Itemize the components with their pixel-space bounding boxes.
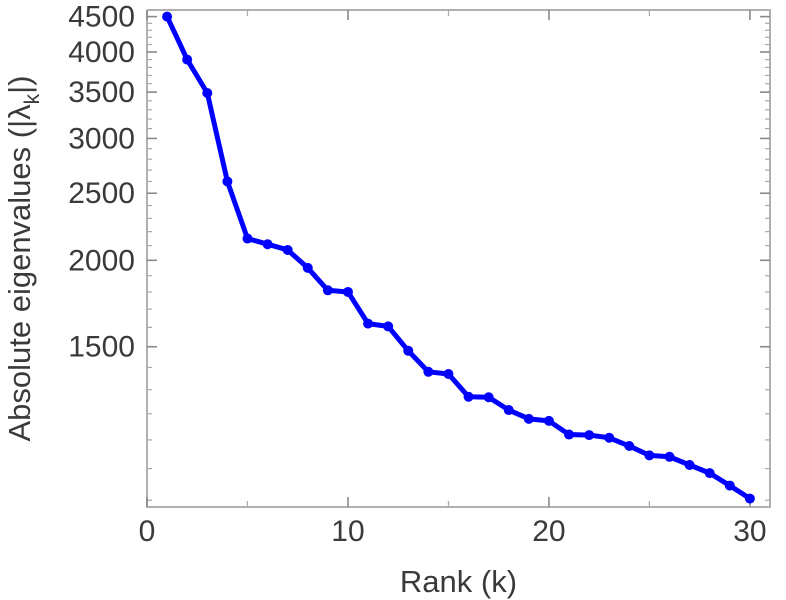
data-point bbox=[624, 441, 635, 452]
data-point bbox=[322, 285, 333, 296]
y-axis-label: Absolute eigenvalues (|λk|) bbox=[2, 75, 44, 441]
x-ticks: 0 10 20 30 bbox=[139, 10, 767, 548]
data-point bbox=[523, 413, 534, 424]
data-point bbox=[463, 391, 474, 402]
data-point bbox=[242, 233, 253, 244]
data-point bbox=[564, 429, 575, 440]
data-point bbox=[483, 392, 494, 403]
y-tick-label: 4500 bbox=[68, 1, 135, 34]
data-point bbox=[423, 366, 434, 377]
data-point bbox=[543, 415, 554, 426]
data-point bbox=[664, 451, 675, 462]
data-point bbox=[342, 286, 353, 297]
y-tick-label: 3500 bbox=[68, 76, 135, 109]
x-tick-label: 0 bbox=[139, 515, 156, 548]
axis-box bbox=[146, 9, 771, 508]
data-point bbox=[584, 430, 595, 441]
data-point bbox=[202, 87, 213, 98]
data-point bbox=[704, 468, 715, 479]
series-line bbox=[164, 14, 753, 502]
data-point bbox=[182, 54, 193, 65]
data-point bbox=[262, 239, 273, 250]
x-tick-label: 10 bbox=[331, 515, 364, 548]
y-tick-label: 3000 bbox=[68, 122, 135, 155]
y-minor-ticks bbox=[147, 22, 770, 501]
data-point bbox=[724, 480, 735, 491]
data-point bbox=[744, 493, 755, 504]
data-point bbox=[443, 368, 454, 379]
data-point bbox=[383, 321, 394, 332]
x-tick-label: 30 bbox=[733, 515, 766, 548]
data-point bbox=[644, 450, 655, 461]
svg-text:Absolute eigenvalues (|λk|): Absolute eigenvalues (|λk|) bbox=[2, 75, 44, 441]
data-point bbox=[604, 432, 615, 443]
x-axis-label: Rank (k) bbox=[400, 564, 517, 599]
y-tick-label: 1500 bbox=[68, 331, 135, 364]
data-point bbox=[684, 460, 695, 470]
y-tick-label: 2500 bbox=[68, 177, 135, 210]
data-point bbox=[403, 345, 414, 356]
data-series bbox=[162, 11, 755, 504]
data-point bbox=[302, 262, 313, 273]
data-point bbox=[363, 318, 374, 329]
y-tick-label: 4000 bbox=[68, 36, 135, 69]
data-point bbox=[282, 244, 293, 255]
x-tick-label: 20 bbox=[532, 515, 565, 548]
data-point bbox=[222, 176, 233, 187]
data-point bbox=[162, 11, 173, 22]
data-point bbox=[503, 405, 514, 416]
y-tick-label: 2000 bbox=[68, 244, 135, 277]
